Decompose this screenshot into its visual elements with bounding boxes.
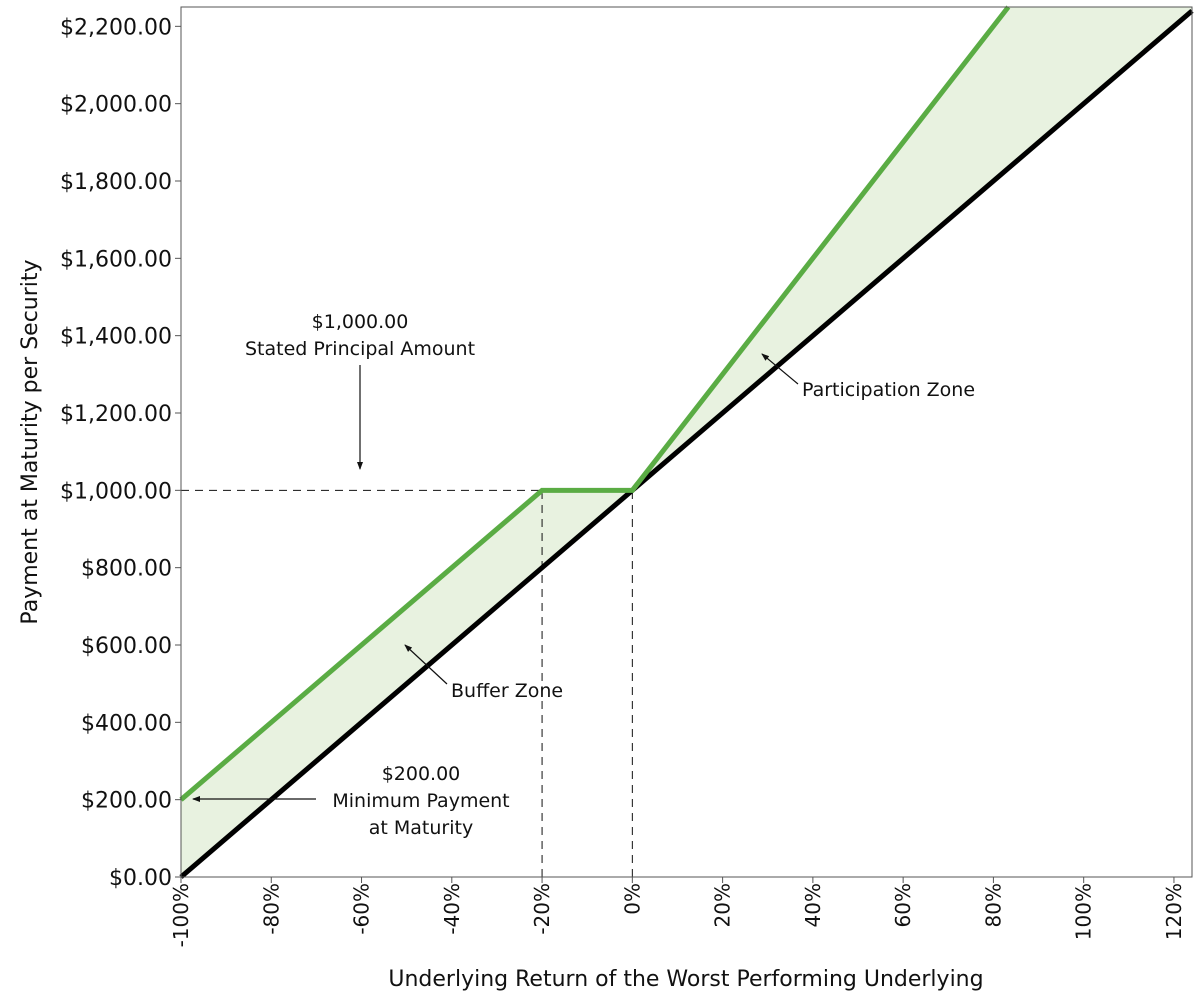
minimum-payment-label-2: at Maturity bbox=[369, 817, 473, 839]
y-tick-label: $2,200.00 bbox=[60, 15, 172, 40]
y-tick-label: $600.00 bbox=[81, 634, 172, 659]
buffer-zone-arrow bbox=[404, 644, 448, 685]
y-axis-title: Payment at Maturity per Security bbox=[18, 259, 43, 624]
payment-line bbox=[179, 5, 1011, 802]
x-tick-label: 20% bbox=[711, 883, 735, 927]
y-tick-label: $2,000.00 bbox=[60, 93, 172, 118]
y-tick-label: $1,200.00 bbox=[60, 402, 172, 427]
x-tick-label: -80% bbox=[259, 883, 283, 935]
x-tick-label: 100% bbox=[1072, 883, 1096, 940]
x-tick-label: -40% bbox=[440, 883, 464, 935]
y-tick-label: $1,400.00 bbox=[60, 325, 172, 350]
participation-zone-label: Participation Zone bbox=[802, 379, 975, 401]
plot-frame bbox=[180, 6, 1193, 878]
buffer-zone-label: Buffer Zone bbox=[451, 680, 563, 702]
x-tick-label: -60% bbox=[350, 883, 374, 935]
buffer-zone-annotation: Buffer Zone bbox=[404, 644, 563, 702]
underlying-return-line bbox=[179, 8, 1194, 879]
y-tick-label: $800.00 bbox=[81, 557, 172, 582]
x-tick-label: 120% bbox=[1162, 883, 1186, 940]
x-tick-label: 60% bbox=[891, 883, 915, 927]
series-layer bbox=[179, 5, 1194, 879]
y-axis: $0.00 $200.00 $400.00 $600.00 $800.00 $1,000.… bbox=[60, 15, 181, 891]
stated-principal-annotation: $1,000.00 Stated Principal Amount bbox=[245, 311, 475, 470]
x-tick-label: 0% bbox=[620, 883, 644, 915]
minimum-payment-label: Minimum Payment bbox=[332, 790, 509, 812]
x-axis-title: Underlying Return of the Worst Performin… bbox=[388, 967, 983, 992]
y-tick-label: $1,800.00 bbox=[60, 170, 172, 195]
minimum-payment-annotation: $200.00 Minimum Payment at Maturity bbox=[192, 763, 510, 839]
x-axis: -100% -80% -60% -40% -20% 0% 20% 40% 60% 80% 100% 1… bbox=[169, 877, 1186, 947]
minimum-payment-value: $200.00 bbox=[382, 763, 461, 785]
stated-principal-label: Stated Principal Amount bbox=[245, 338, 475, 360]
y-tick-label: $200.00 bbox=[81, 789, 172, 814]
participation-zone-arrow bbox=[761, 353, 799, 385]
y-tick-label: $400.00 bbox=[81, 711, 172, 736]
y-tick-label: $1,000.00 bbox=[60, 479, 172, 504]
stated-principal-value: $1,000.00 bbox=[312, 311, 409, 333]
x-tick-label: -20% bbox=[530, 883, 554, 935]
x-tick-label: 40% bbox=[801, 883, 825, 927]
y-tick-label: $0.00 bbox=[109, 866, 172, 891]
y-tick-label: $1,600.00 bbox=[60, 247, 172, 272]
reference-lines bbox=[181, 489, 633, 877]
participation-zone-annotation: Participation Zone bbox=[761, 353, 975, 401]
x-tick-label: 80% bbox=[981, 883, 1005, 927]
x-tick-label: -100% bbox=[169, 883, 193, 947]
